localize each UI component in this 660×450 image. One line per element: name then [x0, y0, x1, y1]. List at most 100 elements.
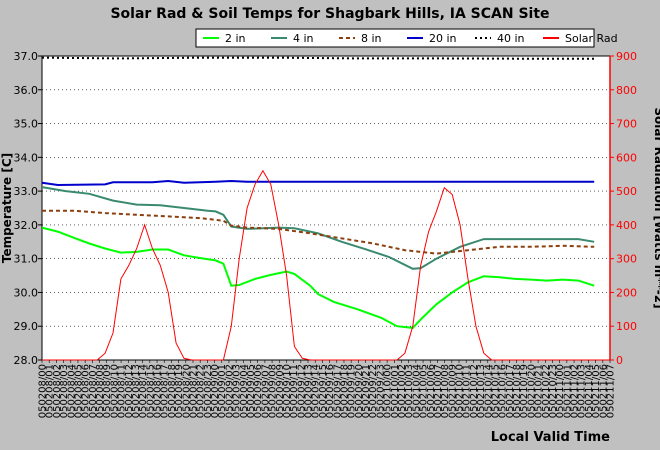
x-tick-label: 050211/06	[598, 364, 609, 418]
x-tick-label: 050208/14	[138, 364, 149, 418]
x-tick-label: 050209/00	[210, 364, 221, 418]
right-tick-label: 500	[616, 185, 637, 198]
x-tick-label: 050211/00	[555, 364, 566, 418]
left-tick-label: 37.0	[14, 50, 39, 63]
x-tick-label: 050210/05	[419, 364, 430, 418]
right-tick-label: 100	[616, 320, 637, 333]
x-tick-label: 050210/03	[404, 364, 415, 418]
x-tick-label: 050208/09	[102, 364, 113, 418]
legend-label: 2 in	[225, 32, 246, 45]
x-tick-label: 050208/16	[153, 364, 164, 418]
x-tick-label: 050209/22	[368, 364, 379, 418]
x-tick-label: 050209/14	[311, 364, 322, 418]
left-tick-label: 33.0	[14, 185, 39, 198]
right-tick-label: 0	[616, 354, 623, 367]
series-layer	[41, 56, 610, 361]
left-tick-label: 28.0	[14, 354, 39, 367]
x-tick-label: 050209/12	[296, 364, 307, 418]
x-tick-label: 050208/04	[66, 364, 77, 418]
x-tick-label: 050208/11	[117, 364, 128, 418]
left-tick-label: 29.0	[14, 320, 39, 333]
x-tick-label: 050210/21	[534, 364, 545, 418]
x-tick-label: 050209/06	[253, 364, 264, 418]
series-line-20-in	[41, 179, 595, 187]
x-tick-label: 050211/03	[577, 364, 588, 418]
x-tick-label: 050211/02	[570, 364, 581, 418]
legend-label: Solar Rad	[565, 32, 618, 45]
x-tick-label: 050208/17	[160, 364, 171, 418]
x-tick-label: 050208/07	[88, 364, 99, 418]
x-tick-label: 050210/07	[433, 364, 444, 418]
x-tick-label: 050208/06	[81, 364, 92, 418]
x-tick-label: 050210/13	[476, 364, 487, 418]
x-tick-label: 050210/15	[490, 364, 501, 418]
series-line-4-in	[41, 186, 595, 270]
x-tick-label: 050208/10	[109, 364, 120, 418]
legend-label: 40 in	[497, 32, 525, 45]
y-axis-left-label: Temperature [C]	[0, 153, 14, 263]
x-tick-label: 050210/20	[526, 364, 537, 418]
plot-area	[41, 55, 611, 361]
x-tick-label: 050210/18	[512, 364, 523, 418]
x-tick-label: 050211/01	[562, 364, 573, 418]
x-tick-label: 050211/04	[584, 364, 595, 418]
x-tick-label: 050209/03	[232, 364, 243, 418]
left-tick-label: 34.0	[14, 151, 39, 164]
legend-label: 4 in	[293, 32, 314, 45]
x-tick-label: 050209/20	[354, 364, 365, 418]
x-tick-label: 050208/20	[181, 364, 192, 418]
x-tick-label: 050208/21	[188, 364, 199, 418]
x-tick-label: 050210/17	[505, 364, 516, 418]
right-tick-label: 200	[616, 286, 637, 299]
right-axis: 0 100 200 300 400 500 600 700 800 900	[609, 50, 637, 367]
right-tick-label: 700	[616, 118, 637, 131]
x-tick-label: 050210/22	[541, 364, 552, 418]
right-tick-label: 900	[616, 50, 637, 63]
left-tick-label: 36.0	[14, 84, 39, 97]
x-tick-label: 050208/23	[203, 364, 214, 418]
x-tick-label: 050211/05	[591, 364, 602, 418]
x-tick-label: 050209/10	[282, 364, 293, 418]
x-tick-label: 050210/09	[447, 364, 458, 418]
x-tick-label: 050210/16	[498, 364, 509, 418]
x-axis: 050208/00050208/01050208/02050208/030502…	[38, 360, 617, 418]
x-tick-label: 050211/07	[606, 364, 617, 418]
left-tick-label: 32.0	[14, 219, 39, 232]
x-tick-label: 050209/13	[304, 364, 315, 418]
series-line-2-in	[41, 226, 595, 329]
x-tick-label: 050210/23	[548, 364, 559, 418]
x-tick-label: 050209/23	[375, 364, 386, 418]
x-tick-label: 050208/22	[196, 364, 207, 418]
x-tick-label: 050210/14	[483, 364, 494, 418]
right-tick-label: 300	[616, 253, 637, 266]
x-tick-label: 050208/05	[73, 364, 84, 418]
right-tick-label: 800	[616, 84, 637, 97]
legend-label: 8 in	[361, 32, 382, 45]
x-tick-label: 050208/13	[131, 364, 142, 418]
x-tick-label: 050208/02	[52, 364, 63, 418]
x-tick-label: 050209/18	[339, 364, 350, 418]
legend: 2 in 4 in 8 in 20 in 40 in Solar Rad	[195, 28, 618, 48]
x-tick-label: 050208/15	[145, 364, 156, 418]
x-tick-label: 050210/01	[390, 364, 401, 418]
x-tick-label: 050208/12	[124, 364, 135, 418]
x-tick-label: 050209/16	[325, 364, 336, 418]
x-tick-label: 050209/11	[289, 364, 300, 418]
x-tick-label: 050209/04	[239, 364, 250, 418]
x-tick-label: 050209/05	[246, 364, 257, 418]
x-tick-label: 050210/11	[462, 364, 473, 418]
right-tick-label: 600	[616, 151, 637, 164]
x-tick-label: 050209/19	[347, 364, 358, 418]
series-line-8-in	[42, 209, 595, 255]
grid	[42, 89, 610, 327]
x-tick-label: 050210/04	[411, 364, 422, 418]
right-tick-label: 400	[616, 219, 637, 232]
x-tick-label: 050209/09	[275, 364, 286, 418]
x-tick-label: 050208/18	[167, 364, 178, 418]
x-tick-label: 050208/01	[45, 364, 56, 418]
x-tick-label: 050209/01	[217, 364, 228, 418]
x-tick-label: 050210/19	[519, 364, 530, 418]
x-tick-label: 050208/08	[95, 364, 106, 418]
x-tick-label: 050209/08	[268, 364, 279, 418]
x-axis-label: Local Valid Time	[491, 430, 610, 445]
